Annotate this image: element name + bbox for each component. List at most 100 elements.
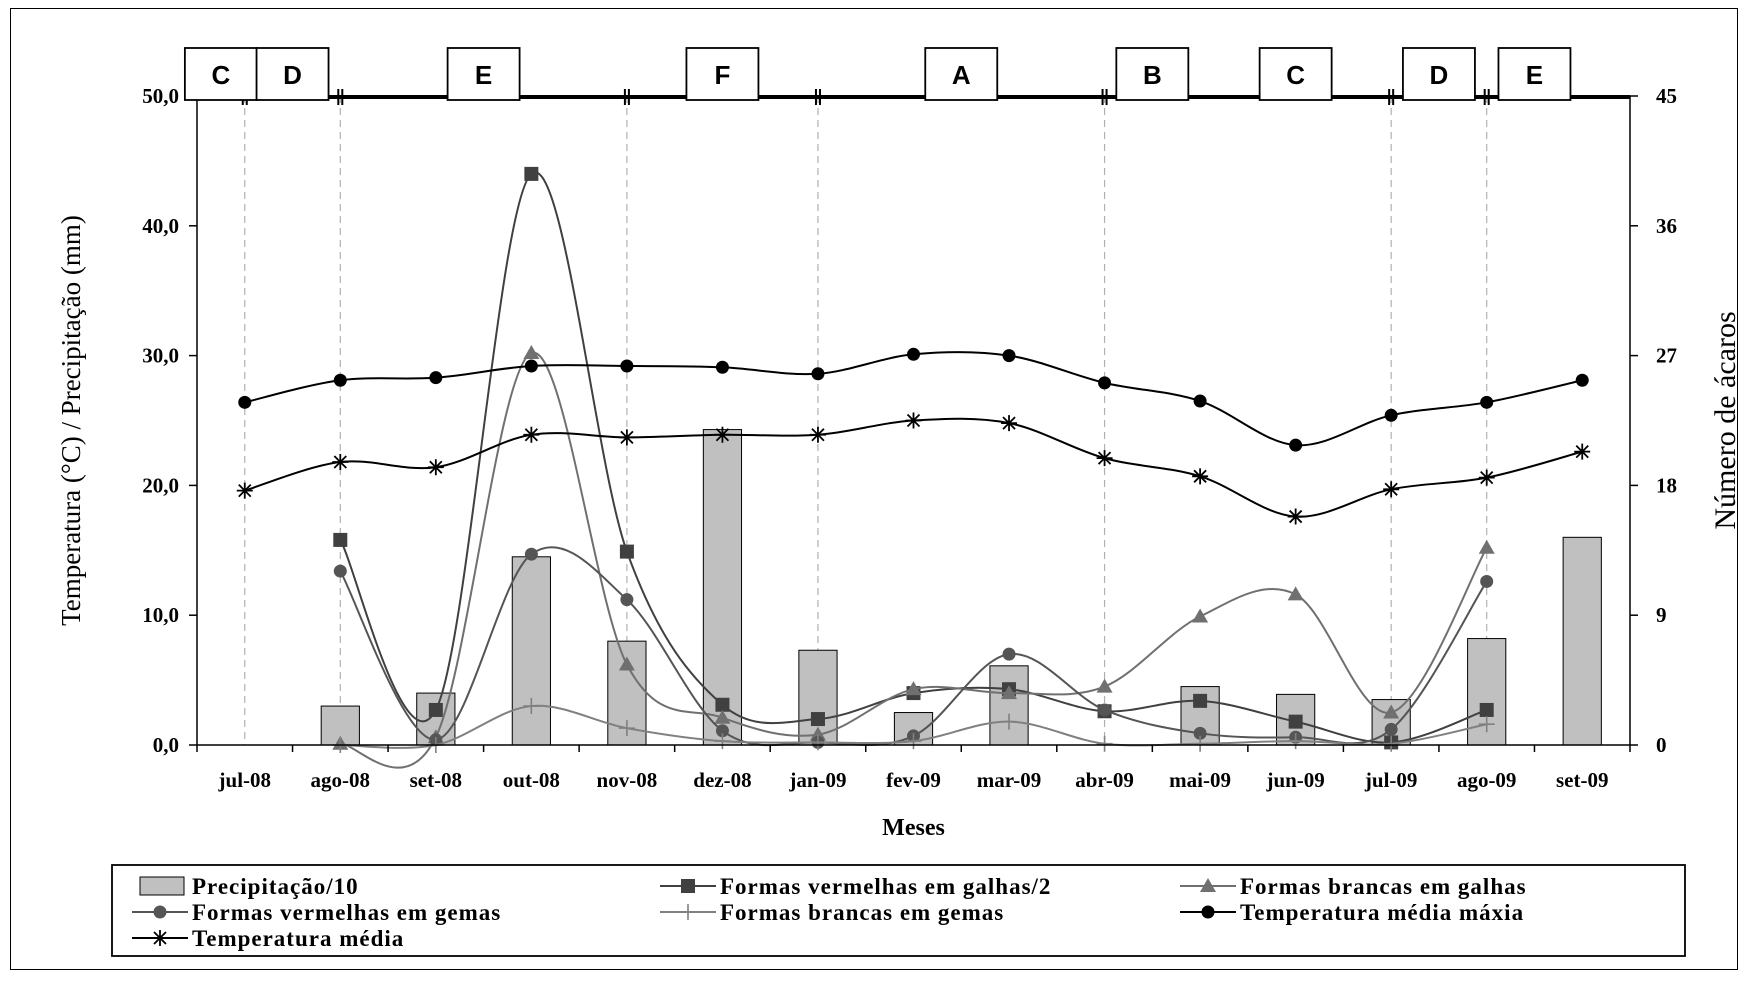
point-4-set-09 xyxy=(1575,373,1589,387)
phase-box-1 xyxy=(255,47,330,101)
left-tick-label-4: 40,0 xyxy=(142,214,179,238)
right-tick-label-0: 0 xyxy=(1656,733,1667,757)
point-0-set-08 xyxy=(428,702,443,717)
legend-label-2: Formas brancas em galhas xyxy=(1240,874,1527,899)
legend-marker-4 xyxy=(680,904,696,920)
left-tick-label-1: 10,0 xyxy=(142,603,179,627)
point-5-out-08 xyxy=(523,426,540,443)
point-2-dez-08 xyxy=(715,724,729,738)
figure-frame xyxy=(10,8,1738,970)
point-1-out-08 xyxy=(523,345,540,360)
point-4-out-08 xyxy=(524,359,538,373)
bar-series xyxy=(320,429,1602,746)
legend-item-4: Formas brancas em gemas xyxy=(660,900,1004,925)
right-axis-title: Número de ácaros xyxy=(1709,311,1742,529)
point-5-ago-08 xyxy=(332,454,349,471)
phase-label-6: C xyxy=(1286,60,1305,90)
point-5-set-08 xyxy=(427,459,444,476)
x-tick-label-nov-08: nov-08 xyxy=(597,768,658,792)
x-tick-label-fev-09: fev-09 xyxy=(886,768,941,792)
legend-item-5: Temperatura média máxia xyxy=(1180,900,1523,925)
left-tick-label-3: 30,0 xyxy=(142,344,179,368)
point-5-mai-09 xyxy=(1192,468,1209,485)
x-tick-label-set-09: set-09 xyxy=(1556,768,1608,792)
legend-marker-3 xyxy=(153,905,167,919)
phase-label-4: A xyxy=(952,60,971,90)
x-tick-label-jun-09: jun-09 xyxy=(1265,768,1324,792)
point-4-abr-09 xyxy=(1098,376,1112,390)
point-1-fev-09 xyxy=(905,681,922,696)
x-tick-label-mai-09: mai-09 xyxy=(1169,768,1231,792)
legend-label-4: Formas brancas em gemas xyxy=(720,900,1004,925)
phase-box-3 xyxy=(685,47,760,101)
point-0-jun-09 xyxy=(1288,714,1303,729)
point-3-jun-09 xyxy=(1287,733,1304,750)
point-0-nov-08 xyxy=(619,544,634,559)
point-3-fev-09 xyxy=(905,733,922,750)
legend-label-1: Formas vermelhas em galhas/2 xyxy=(720,874,1051,899)
bar-jan-09 xyxy=(798,649,838,746)
phase-label-2: E xyxy=(475,60,492,90)
right-tick-label-3: 27 xyxy=(1656,344,1677,368)
point-2-ago-09 xyxy=(1480,574,1494,588)
point-5-fev-09 xyxy=(905,412,922,429)
point-5-jan-09 xyxy=(809,426,826,443)
phase-label-3: F xyxy=(714,60,730,90)
point-2-mar-09 xyxy=(1002,647,1016,661)
phase-label-8: E xyxy=(1526,60,1543,90)
point-2-ago-08 xyxy=(333,564,347,578)
point-1-nov-08 xyxy=(618,656,635,671)
x-tick-label-ago-09: ago-09 xyxy=(1457,768,1517,792)
point-0-ago-09 xyxy=(1479,702,1494,717)
legend-item-6: Temperatura média xyxy=(132,926,404,951)
point-2-nov-08 xyxy=(620,593,634,607)
legend-swatch-0 xyxy=(139,876,185,896)
point-1-mar-09 xyxy=(1001,685,1018,700)
point-4-set-08 xyxy=(429,371,443,385)
phase-label-1: D xyxy=(283,60,302,90)
point-0-mai-09 xyxy=(1193,693,1208,708)
bar-mar-09 xyxy=(989,665,1029,746)
point-5-ago-09 xyxy=(1478,469,1495,486)
phase-label-5: B xyxy=(1143,60,1162,90)
point-3-out-08 xyxy=(523,698,540,715)
legend-item-1: Formas vermelhas em galhas/2 xyxy=(660,874,1051,899)
point-3-jul-09 xyxy=(1383,735,1400,752)
legend-marker-6 xyxy=(152,930,168,946)
phase-box-0 xyxy=(183,47,258,101)
point-2-abr-09 xyxy=(1098,703,1112,717)
right-tick-label-4: 36 xyxy=(1656,214,1677,238)
point-2-out-08 xyxy=(524,547,538,561)
point-3-ago-09 xyxy=(1478,716,1495,733)
right-tick-label-5: 45 xyxy=(1656,84,1677,108)
x-tick-label-ago-08: ago-08 xyxy=(311,768,371,792)
point-5-jul-08 xyxy=(236,482,253,499)
series-0 xyxy=(333,166,1494,750)
bar-out-08 xyxy=(511,556,551,746)
x-tick-label-abr-09: abr-09 xyxy=(1075,768,1134,792)
phase-divider-group xyxy=(244,96,1488,745)
phase-label-0: C xyxy=(211,60,230,90)
point-2-jul-09 xyxy=(1384,722,1398,736)
series-3 xyxy=(332,698,1495,753)
legend-item-0: Precipitação/10 xyxy=(139,874,359,899)
legend-item-3: Formas vermelhas em gemas xyxy=(132,900,501,925)
legend-label-6: Temperatura média xyxy=(192,926,404,951)
legend-label-0: Precipitação/10 xyxy=(192,874,359,899)
legend-marker-5 xyxy=(1201,905,1215,919)
point-3-dez-08 xyxy=(714,733,731,750)
point-5-jul-09 xyxy=(1383,481,1400,498)
point-3-jan-09 xyxy=(809,734,826,751)
x-tick-label-jul-08: jul-08 xyxy=(218,768,272,792)
left-tick-label-2: 20,0 xyxy=(142,473,179,497)
point-4-jul-08 xyxy=(238,395,252,409)
series-5 xyxy=(236,412,1591,525)
point-1-abr-09 xyxy=(1096,678,1113,693)
legend-label-3: Formas vermelhas em gemas xyxy=(192,900,501,925)
phase-box-7 xyxy=(1402,47,1476,101)
point-4-fev-09 xyxy=(907,347,920,361)
point-3-mai-09 xyxy=(1192,735,1209,752)
point-4-nov-08 xyxy=(620,359,634,373)
